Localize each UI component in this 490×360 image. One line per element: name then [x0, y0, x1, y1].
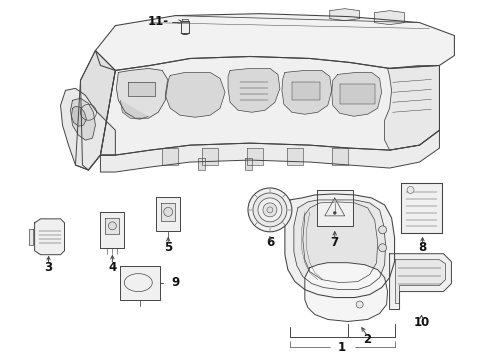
Text: 7: 7 — [331, 236, 339, 249]
Text: 2: 2 — [364, 333, 372, 346]
Polygon shape — [116, 68, 168, 118]
Polygon shape — [121, 266, 160, 300]
Polygon shape — [317, 190, 353, 226]
Text: 11-: 11- — [147, 15, 169, 28]
Circle shape — [263, 203, 277, 217]
Polygon shape — [245, 158, 252, 170]
Polygon shape — [121, 100, 148, 119]
Polygon shape — [96, 14, 454, 71]
Circle shape — [407, 186, 414, 193]
Circle shape — [379, 226, 387, 234]
Polygon shape — [61, 88, 115, 170]
Polygon shape — [332, 72, 382, 116]
Circle shape — [356, 301, 363, 308]
Polygon shape — [100, 57, 440, 155]
Polygon shape — [292, 82, 320, 100]
Polygon shape — [181, 21, 189, 32]
Polygon shape — [72, 106, 86, 126]
Polygon shape — [390, 254, 451, 310]
Polygon shape — [80, 50, 115, 170]
Polygon shape — [332, 148, 348, 165]
Circle shape — [379, 244, 387, 252]
Polygon shape — [35, 219, 65, 255]
Polygon shape — [128, 82, 155, 96]
Polygon shape — [100, 212, 124, 248]
Polygon shape — [105, 218, 120, 234]
Polygon shape — [247, 148, 263, 165]
Circle shape — [333, 211, 336, 214]
Text: 8: 8 — [418, 241, 427, 254]
Polygon shape — [75, 50, 115, 170]
Polygon shape — [156, 197, 180, 231]
Polygon shape — [228, 68, 280, 112]
Polygon shape — [340, 84, 375, 104]
Text: 4: 4 — [108, 261, 117, 274]
Polygon shape — [395, 260, 445, 303]
Polygon shape — [303, 202, 378, 283]
Polygon shape — [385, 66, 440, 150]
Polygon shape — [285, 194, 394, 298]
Text: 5: 5 — [164, 241, 172, 254]
Polygon shape — [28, 229, 33, 245]
Polygon shape — [202, 148, 218, 165]
Circle shape — [108, 222, 116, 230]
Polygon shape — [71, 98, 96, 140]
Circle shape — [164, 207, 172, 216]
Polygon shape — [305, 263, 388, 321]
Polygon shape — [162, 148, 178, 165]
Text: 10: 10 — [414, 316, 430, 329]
Polygon shape — [330, 9, 360, 21]
Circle shape — [258, 198, 282, 222]
Polygon shape — [294, 200, 386, 289]
Circle shape — [248, 188, 292, 232]
Text: 6: 6 — [266, 236, 274, 249]
Text: 1: 1 — [338, 341, 346, 354]
Polygon shape — [375, 11, 405, 24]
Circle shape — [267, 207, 273, 213]
Text: 3: 3 — [45, 261, 52, 274]
Polygon shape — [287, 148, 303, 165]
Text: 9: 9 — [171, 276, 179, 289]
Polygon shape — [282, 71, 332, 114]
Circle shape — [253, 193, 287, 227]
Polygon shape — [161, 203, 175, 221]
Polygon shape — [400, 183, 442, 233]
Polygon shape — [165, 72, 225, 117]
Polygon shape — [198, 158, 205, 170]
Polygon shape — [182, 19, 188, 22]
Polygon shape — [100, 130, 440, 172]
